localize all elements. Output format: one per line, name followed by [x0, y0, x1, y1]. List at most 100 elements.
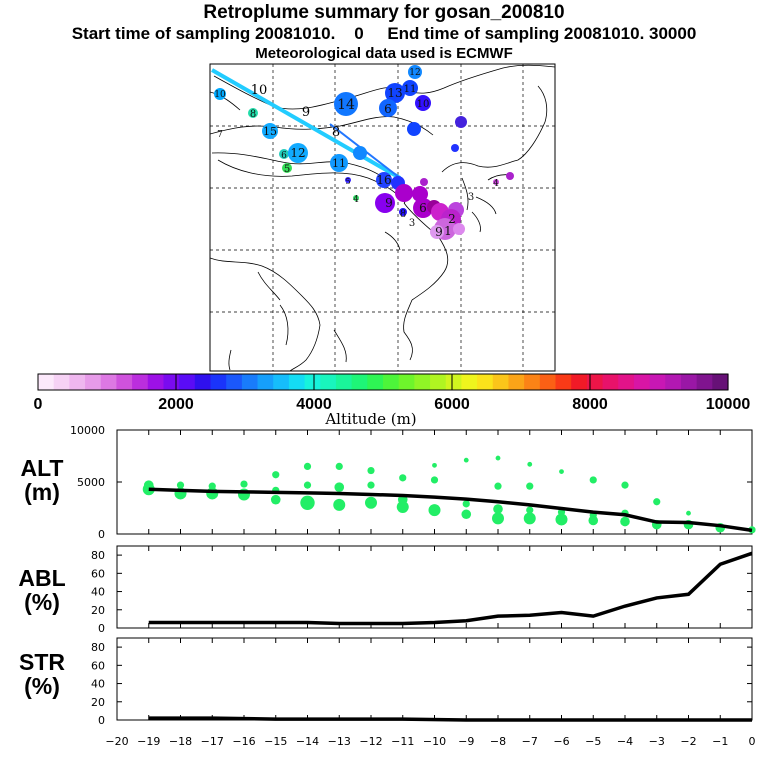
alt-point [589, 476, 597, 484]
colorbar-cell [241, 374, 259, 390]
y-tick-label: 0 [98, 528, 105, 541]
alt-points [142, 455, 756, 534]
colorbar-cell [539, 374, 557, 390]
y-tick-label: 60 [91, 567, 105, 580]
colorbar-cell [335, 374, 353, 390]
y-tick-label: 40 [91, 586, 105, 599]
alt-point [303, 462, 312, 470]
colorbar-cell [602, 374, 619, 390]
colorbar-cell [100, 374, 118, 390]
alt-point [495, 455, 501, 461]
y-tick-label: 0 [98, 622, 105, 635]
x-tick-label: −8 [490, 735, 506, 748]
met-data-line: Meteorological data used is ECMWF [255, 45, 513, 62]
alt-point [270, 494, 281, 505]
x-tick-label: −11 [391, 735, 414, 748]
alt-point [461, 509, 472, 520]
colorbar-tick-label: 6000 [434, 396, 470, 413]
alt-point [432, 462, 437, 468]
map-label: 3 [409, 218, 415, 229]
colorbar-cell [85, 374, 102, 390]
map-label: 12 [409, 68, 420, 78]
alt-ylabel-text: ALT (m) [20, 455, 64, 505]
alt-point [492, 512, 504, 525]
colorbar-cell [257, 374, 274, 390]
colorbar-ticks [37, 374, 729, 390]
alt-point [272, 471, 280, 479]
colorbar-cell [398, 374, 415, 390]
alt-point [333, 498, 346, 511]
alt-point [367, 481, 375, 489]
y-tick-label: 80 [91, 549, 105, 562]
map-label: 5 [345, 177, 350, 186]
str-y-ticks: 0 20 40 60 80 [91, 641, 752, 727]
colorbar-cell [461, 374, 478, 390]
y-tick-label: 40 [91, 678, 105, 691]
sampling-time-line: Start time of sampling 20081010. 0 End t… [0, 24, 768, 44]
y-tick-label: 80 [91, 641, 105, 654]
map-label: 6 [384, 102, 392, 116]
x-tick-label: −13 [328, 735, 351, 748]
colorbar-cell [712, 374, 729, 390]
colorbar-cell [320, 374, 337, 390]
colorbar-cell [680, 374, 698, 390]
colorbar-cell [383, 374, 400, 390]
colorbar: 0 2000 4000 6000 8000 10000 Altitude (m) [34, 373, 750, 428]
x-tick-label: 0 [749, 735, 756, 748]
map-label: 13 [387, 86, 402, 100]
alt-y-ticks: 0 5000 10000 [70, 424, 752, 541]
colorbar-cell [304, 374, 321, 390]
str-y-label: STR (%) [2, 650, 82, 698]
colorbar-cell [414, 374, 431, 390]
x-tick-label: −3 [649, 735, 665, 748]
alt-point [176, 481, 185, 489]
map-label: 6 [281, 151, 287, 161]
alt-point [300, 495, 315, 510]
colorbar-cell [53, 374, 70, 390]
x-tick-label: −10 [423, 735, 446, 748]
map-label: 8 [400, 209, 406, 220]
map-frame [209, 63, 556, 372]
alt-point [430, 476, 439, 484]
map-label: 10 [417, 99, 430, 110]
colorbar-cell [524, 374, 541, 390]
map-label: 9 [385, 196, 393, 210]
x-tick-label: −12 [359, 735, 382, 748]
map-label: 6 [419, 201, 427, 215]
abl-frame [116, 545, 753, 629]
str-frame [116, 637, 753, 721]
start-time-label: Start time of sampling 20081010. [71, 24, 336, 43]
colorbar-cell [147, 374, 165, 390]
alt-point [463, 457, 469, 463]
map-label: 15 [263, 125, 277, 138]
colorbar-cell [226, 374, 243, 390]
colorbar-cell [163, 374, 180, 390]
start-hour: 0 [354, 24, 364, 43]
map-label: 10 [251, 83, 268, 98]
colorbar-cell [696, 374, 713, 390]
page-title: Retroplume summary for gosan_200810 [203, 2, 565, 23]
alt-point [526, 506, 534, 514]
plume-circles [214, 65, 514, 240]
alt-point [493, 504, 503, 514]
alt-point [555, 513, 568, 526]
map-label: 14 [337, 97, 355, 113]
y-tick-label: 20 [91, 696, 105, 709]
map-label: 4 [353, 195, 359, 205]
alt-y-label: ALT (m) [2, 456, 82, 504]
colorbar-cell [132, 374, 149, 390]
abl-panel: 0 20 40 60 80 [91, 545, 753, 635]
alt-point [462, 500, 470, 508]
map-label: 1 [444, 224, 452, 238]
colorbar-cell [179, 374, 196, 390]
colorbar-tick-label: 8000 [572, 396, 608, 413]
colorbar-tick-label: 0 [34, 396, 43, 413]
colorbar-cell [430, 374, 447, 390]
alt-point [240, 480, 248, 488]
x-tick-label: −17 [201, 735, 224, 748]
colorbar-cell [445, 374, 463, 390]
colorbar-cell [351, 374, 368, 390]
colorbar-cell [273, 374, 290, 390]
colorbar-cell [665, 374, 682, 390]
